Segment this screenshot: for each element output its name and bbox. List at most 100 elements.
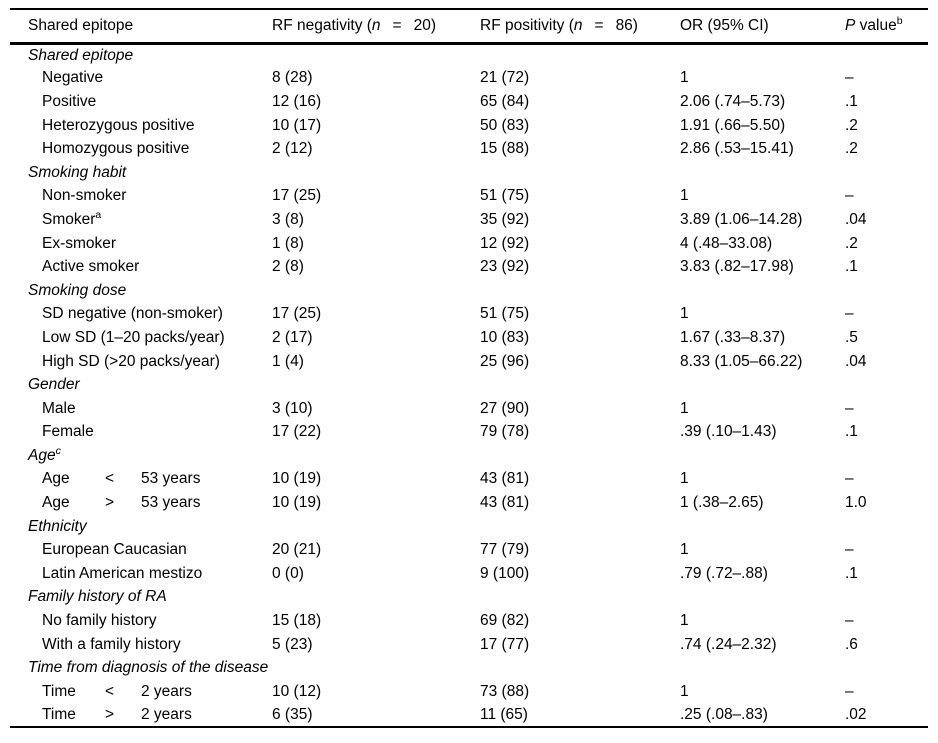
equals-sign: =	[392, 16, 402, 34]
section-row: Family history of RA	[10, 586, 928, 610]
row-label-text: No family history	[42, 612, 157, 630]
cell-odds-ratio: 1	[680, 399, 689, 417]
cell-rf-positivity: 17 (77)	[480, 635, 530, 653]
cell-rf-negativity: 20 (21)	[272, 541, 322, 559]
cell-rf-negativity: 6 (35)	[272, 705, 313, 723]
cell-rf-negativity: 2 (12)	[272, 140, 313, 158]
comparison-operator: <	[105, 682, 115, 700]
cell-odds-ratio: 2.86 (.53–15.41)	[680, 140, 794, 158]
cell-rf-positivity: 69 (82)	[480, 612, 530, 630]
comparison-operator: <	[105, 470, 115, 488]
cell-odds-ratio: 8.33 (1.05–66.22)	[680, 352, 803, 370]
footnote-marker-b: b	[896, 14, 903, 27]
cell-rf-negativity: 3 (8)	[272, 210, 304, 228]
cell-rf-negativity: 12 (16)	[272, 92, 322, 110]
row-label-text: SD negative (non-smoker)	[42, 305, 223, 323]
cell-odds-ratio: 1	[680, 470, 689, 488]
cell-rf-positivity: 25 (96)	[480, 352, 530, 370]
section-row: Smoking dose	[10, 279, 928, 303]
row-label-value: 53 years	[141, 470, 201, 488]
cell-odds-ratio: 1	[680, 682, 689, 700]
section-label-cell: Smoking habit	[10, 161, 928, 185]
row-label-cell: Age <53 years	[10, 468, 272, 492]
cell-rf-positivity: 35 (92)	[480, 210, 530, 228]
footnote-marker: a	[95, 208, 102, 221]
italic-n-symbol: n	[371, 16, 381, 34]
section-label-text: Smoking habit	[28, 163, 127, 181]
row-label-cell: Female	[10, 421, 272, 445]
table-row: Age <53 years 10 (19) 43 (81) 1 –	[10, 468, 928, 492]
cell-odds-ratio: 3.83 (.82–17.98)	[680, 258, 794, 276]
italic-n-symbol: n	[573, 16, 583, 34]
cell-odds-ratio: 4 (.48–33.08)	[680, 234, 773, 252]
row-label-cell: Low SD (1–20 packs/year)	[10, 326, 272, 350]
cell-rf-negativity: 1 (4)	[272, 352, 304, 370]
row-label-text: Age	[42, 494, 70, 512]
cell-rf-negativity: 3 (10)	[272, 399, 313, 417]
table-row: Time >2 years 6 (35) 11 (65) .25 (.08–.83) .0…	[10, 704, 928, 728]
cell-odds-ratio: 1 (.38–2.65)	[680, 494, 764, 512]
journal-table-container: Shared epitope RF negativity (n = 20) RF p…	[10, 8, 928, 729]
row-label-value: 53 years	[141, 494, 201, 512]
cell-rf-positivity: 12 (92)	[480, 234, 530, 252]
table-body: Shared epitope Negative 8 (28) 21 (72) 1 – Pos…	[10, 43, 928, 727]
cell-p-value: 1.0	[845, 494, 867, 512]
table-row: European Caucasian 20 (21) 77 (79) 1 –	[10, 538, 928, 562]
cell-rf-positivity: 51 (75)	[480, 305, 530, 323]
cell-rf-positivity: 77 (79)	[480, 541, 530, 559]
row-label-cell: Active smoker	[10, 255, 272, 279]
section-label-cell: Family history of RA	[10, 586, 928, 610]
row-label-cell: European Caucasian	[10, 538, 272, 562]
table-row: SD negative (non-smoker) 17 (25) 51 (75) 1 –	[10, 303, 928, 327]
section-label-cell: Ethnicity	[10, 515, 928, 539]
row-label-text: Age	[42, 470, 70, 488]
row-label-text: Homozygous positive	[42, 140, 190, 158]
row-label-text: Smoker	[42, 210, 96, 228]
table-row: Positive 12 (16) 65 (84) 2.06 (.74–5.73) .1	[10, 90, 928, 114]
row-label-text: Latin American mestizo	[42, 564, 203, 582]
section-label-cell: Agec	[10, 444, 928, 468]
cell-rf-positivity: 21 (72)	[480, 69, 530, 87]
col-header-text: value	[855, 16, 897, 34]
row-label-text: High SD (>20 packs/year)	[42, 352, 220, 370]
section-label-text: Family history of RA	[28, 588, 167, 606]
row-label-text: Heterozygous positive	[42, 116, 195, 134]
row-label-cell: Time <2 years	[10, 680, 272, 704]
row-label-cell: Non-smoker	[10, 185, 272, 209]
section-label-text: Gender	[28, 376, 80, 394]
col-header-text: RF positivity (	[480, 16, 574, 34]
cell-rf-positivity: 43 (81)	[480, 494, 530, 512]
cell-rf-positivity: 11 (65)	[480, 705, 528, 723]
cell-odds-ratio: .74 (.24–2.32)	[680, 635, 777, 653]
table-row: Low SD (1–20 packs/year) 2 (17) 10 (83) 1.6…	[10, 326, 928, 350]
cell-rf-negativity: 17 (25)	[272, 305, 322, 323]
col-header-rf-positivity: RF positivity (n = 86)	[480, 9, 680, 43]
row-label-cell: High SD (>20 packs/year)	[10, 350, 272, 374]
row-label-cell: Smokera	[10, 208, 272, 232]
row-label-text: Negative	[42, 69, 104, 87]
cell-odds-ratio: 1	[680, 305, 689, 323]
row-label-text: Time	[42, 705, 76, 723]
table-row: Negative 8 (28) 21 (72) 1 –	[10, 67, 928, 91]
row-label-text: Positive	[42, 92, 97, 110]
cell-odds-ratio: 1	[680, 187, 689, 205]
cell-p-value: –	[845, 470, 854, 488]
cell-p-value: –	[845, 541, 854, 559]
cell-rf-negativity: 1 (8)	[272, 234, 304, 252]
table-row: Heterozygous positive 10 (17) 50 (83) 1.91 …	[10, 114, 928, 138]
section-row: Ethnicity	[10, 515, 928, 539]
cell-rf-negativity: 10 (19)	[272, 494, 322, 512]
cell-odds-ratio: 1	[680, 69, 689, 87]
cell-odds-ratio: 1.91 (.66–5.50)	[680, 116, 786, 134]
section-row: Time from diagnosis of the disease	[10, 656, 928, 680]
col-header-rf-negativity: RF negativity (n = 20)	[272, 9, 480, 43]
table-row: Active smoker 2 (8) 23 (92) 3.83 (.82–17.98…	[10, 255, 928, 279]
cell-p-value: .02	[845, 705, 867, 723]
section-label-cell: Shared epitope	[10, 43, 928, 67]
col-header-text: Shared epitope	[28, 16, 134, 34]
table-row: With a family history 5 (23) 17 (77) .74 (.…	[10, 633, 928, 657]
section-row: Agec	[10, 444, 928, 468]
cell-rf-negativity: 2 (8)	[272, 258, 304, 276]
table-row: Age >53 years 10 (19) 43 (81) 1 (.38–2.65) 1.…	[10, 491, 928, 515]
cell-rf-positivity: 65 (84)	[480, 92, 530, 110]
